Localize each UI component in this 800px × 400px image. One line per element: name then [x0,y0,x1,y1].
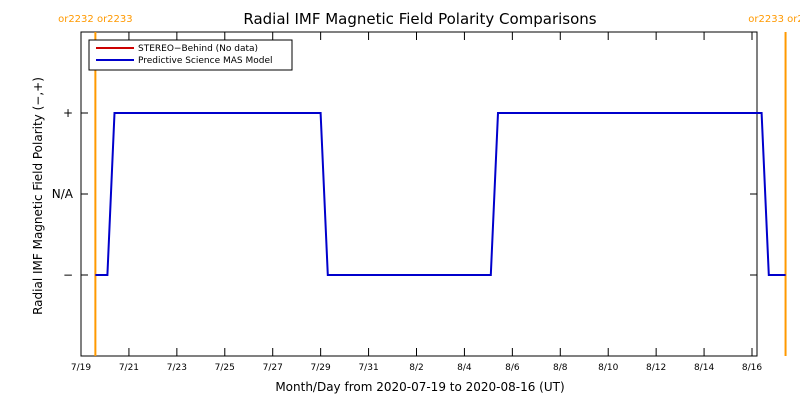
x-tick-label: 8/14 [694,363,714,373]
series-lines [95,112,786,276]
x-tick-label: 8/8 [553,363,568,373]
rotation-marker-label: or2233 or2234 [748,14,800,25]
x-tick-label: 8/10 [598,363,618,373]
x-tick-label: 8/4 [457,363,472,373]
x-axis-label: Month/Day from 2020-07-19 to 2020-08-16 … [275,380,564,394]
x-axis-ticks: 7/19 7/21 7/23 7/25 7/27 7/29 7/31 8/2 8/4 8/6 8/8… [71,32,762,373]
y-tick-label: N/A [52,187,74,201]
x-tick-label: 7/19 [71,363,91,373]
rotation-markers: or2232 or2233 or2233 or2234 [58,14,800,356]
y-axis-label: Radial IMF Magnetic Field Polarity (−,+) [31,77,45,315]
x-tick-label: 7/25 [215,363,235,373]
chart-title: Radial IMF Magnetic Field Polarity Compa… [243,10,596,28]
legend-label-stereo: STEREO−Behind (No data) [138,44,258,54]
rotation-marker-label: or2232 or2233 [58,14,133,25]
x-tick-label: 7/21 [119,363,139,373]
x-tick-label: 7/29 [311,363,331,373]
x-tick-label: 8/12 [646,363,666,373]
x-tick-label: 7/27 [263,363,283,373]
y-tick-label: + [63,106,73,120]
legend-box [88,39,293,71]
legend-label-model: Predictive Science MAS Model [138,56,273,66]
plot-frame [80,31,758,357]
x-tick-label: 8/2 [409,363,423,373]
y-axis-ticks: + N/A − [52,106,757,282]
x-tick-label: 8/16 [742,363,762,373]
x-tick-label: 7/23 [167,363,187,373]
y-tick-label: − [63,268,73,282]
x-tick-label: 7/31 [358,363,378,373]
x-tick-label: 8/6 [505,363,520,373]
legend: STEREO−Behind (No data) Predictive Scien… [88,39,293,71]
series-line-model [95,112,786,276]
